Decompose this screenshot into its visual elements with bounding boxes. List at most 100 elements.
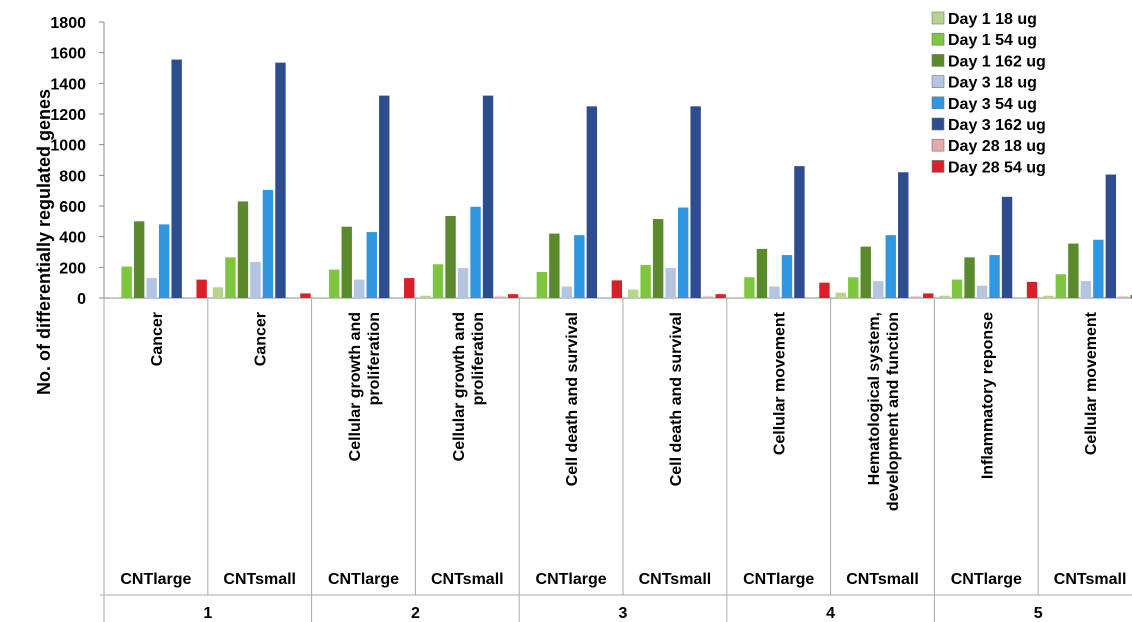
bar-day-3-18-ug bbox=[354, 279, 365, 298]
legend-swatch bbox=[931, 160, 945, 173]
y-tick-label: 0 bbox=[77, 291, 86, 308]
bars bbox=[108, 59, 1132, 299]
category-label: Cancer bbox=[149, 312, 166, 366]
bar-day-1-54-ug bbox=[1055, 274, 1067, 298]
bar-day-3-162-ug bbox=[690, 106, 701, 298]
bar-day-3-54-ug bbox=[781, 255, 793, 298]
legend-swatch bbox=[931, 11, 945, 25]
subgroup-label: CNTsmall bbox=[846, 571, 919, 588]
bar-day-1-54-ug bbox=[329, 269, 340, 298]
bar-day-1-54-ug bbox=[744, 277, 755, 298]
category-label: Cellular movement bbox=[1083, 311, 1100, 455]
bar-day-1-162-ug bbox=[756, 248, 768, 298]
legend-label: Day 3 18 ug bbox=[948, 75, 1037, 92]
bar-day-3-54-ug bbox=[677, 207, 689, 298]
bar-day-3-54-ug bbox=[470, 206, 481, 298]
bar-day-1-162-ug bbox=[237, 201, 249, 298]
bar-day-28-54-ug bbox=[923, 293, 934, 298]
y-axis-label: No. of differentially regulated genes bbox=[34, 89, 54, 395]
bar-day-3-54-ug bbox=[366, 232, 377, 298]
bar-day-3-18-ug bbox=[1080, 281, 1092, 298]
bar-day-1-18-ug bbox=[316, 297, 327, 298]
category-label: Inflammatory reponse bbox=[979, 312, 996, 479]
bar-day-1-54-ug bbox=[432, 264, 444, 298]
subgroup-label: CNTlarge bbox=[951, 571, 1022, 588]
category-separators bbox=[100, 298, 1132, 622]
bar-day-28-54-ug bbox=[404, 278, 415, 298]
category-label: Cellular growth and bbox=[347, 312, 364, 461]
y-tick-label: 1000 bbox=[50, 138, 86, 155]
bar-day-1-162-ug bbox=[964, 257, 975, 298]
category-label: Cellular movement bbox=[772, 311, 789, 455]
bar-day-1-162-ug bbox=[652, 219, 664, 298]
legend-swatch bbox=[931, 96, 945, 110]
bar-day-28-54-ug bbox=[611, 280, 623, 298]
bar-day-28-54-ug bbox=[1026, 281, 1038, 298]
category-label: Hematological system, bbox=[866, 312, 883, 485]
subgroup-labels: CNTlarge CNTsmall CNTlarge CNTsmall CNTlarge… bbox=[120, 571, 1126, 588]
category-label: development and function bbox=[885, 312, 902, 511]
bar-day-1-18-ug bbox=[212, 287, 224, 298]
legend-label: Day 1 18 ug bbox=[948, 11, 1037, 28]
bar-day-28-18-ug bbox=[599, 297, 610, 298]
bar-day-1-54-ug bbox=[225, 257, 236, 298]
bar-day-1-162-ug bbox=[341, 226, 352, 298]
legend-label: Day 28 18 ug bbox=[948, 138, 1046, 155]
bar-day-28-18-ug bbox=[1014, 297, 1025, 298]
bar-day-3-18-ug bbox=[561, 286, 573, 298]
y-tick-label: 1800 bbox=[50, 15, 86, 32]
bar-day-28-18-ug bbox=[1118, 296, 1129, 298]
bar-day-28-18-ug bbox=[495, 296, 506, 298]
bar-day-1-54-ug bbox=[536, 271, 548, 298]
bar-day-1-18-ug bbox=[627, 289, 639, 298]
bar-day-3-54-ug bbox=[158, 224, 170, 298]
group-label: 4 bbox=[826, 605, 835, 622]
bar-day-3-54-ug bbox=[885, 235, 896, 298]
bar-day-3-18-ug bbox=[146, 278, 157, 298]
subgroup-label: CNTlarge bbox=[120, 571, 191, 588]
bar-day-1-54-ug bbox=[121, 266, 132, 298]
bar-day-3-162-ug bbox=[586, 106, 598, 298]
bar-day-28-18-ug bbox=[287, 297, 299, 298]
bar-day-1-18-ug bbox=[1043, 295, 1054, 298]
bar-day-1-18-ug bbox=[731, 297, 743, 298]
bar-day-28-54-ug bbox=[1130, 294, 1132, 298]
subgroup-label: CNTlarge bbox=[328, 571, 399, 588]
bar-day-28-54-ug bbox=[300, 293, 311, 298]
bar-day-3-162-ug bbox=[171, 59, 182, 298]
bar-day-3-162-ug bbox=[379, 95, 390, 298]
bar-day-3-54-ug bbox=[989, 255, 1000, 298]
bar-day-1-18-ug bbox=[420, 295, 431, 298]
bar-day-3-162-ug bbox=[482, 95, 494, 298]
y-tick-label: 1600 bbox=[50, 46, 86, 63]
bar-day-3-162-ug bbox=[1001, 196, 1013, 298]
bar-day-3-162-ug bbox=[794, 166, 805, 298]
group-label: 3 bbox=[619, 605, 628, 622]
bar-day-1-54-ug bbox=[848, 277, 859, 298]
bar-day-3-54-ug bbox=[1093, 239, 1104, 298]
legend-swatch bbox=[931, 138, 945, 152]
y-tick-label: 600 bbox=[59, 199, 86, 216]
bar-day-28-18-ug bbox=[702, 296, 714, 298]
bar-day-28-54-ug bbox=[819, 282, 830, 298]
bar-day-1-162-ug bbox=[445, 215, 456, 298]
bar-day-1-54-ug bbox=[951, 279, 963, 298]
category-label: proliferation bbox=[366, 312, 383, 405]
bar-day-3-162-ug bbox=[1105, 174, 1117, 298]
bar-day-1-162-ug bbox=[549, 233, 560, 298]
bar-day-1-162-ug bbox=[133, 221, 145, 298]
y-tick-label: 1200 bbox=[50, 107, 86, 124]
subgroup-label: CNTsmall bbox=[223, 571, 296, 588]
legend-swatch bbox=[931, 117, 945, 131]
group-labels: 1 2 3 4 5 bbox=[203, 605, 1042, 622]
category-label: Cell death and survival bbox=[668, 312, 685, 486]
group-label: 2 bbox=[411, 605, 420, 622]
legend-swatch bbox=[931, 75, 945, 88]
subgroup-label: CNTsmall bbox=[1054, 571, 1127, 588]
bar-day-3-18-ug bbox=[665, 268, 676, 298]
bar-day-1-18-ug bbox=[524, 297, 535, 298]
legend-label: Day 3 54 ug bbox=[948, 96, 1037, 113]
bar-day-28-18-ug bbox=[183, 297, 195, 298]
legend-label: Day 1 54 ug bbox=[948, 32, 1037, 49]
subgroup-label: CNTsmall bbox=[431, 571, 504, 588]
